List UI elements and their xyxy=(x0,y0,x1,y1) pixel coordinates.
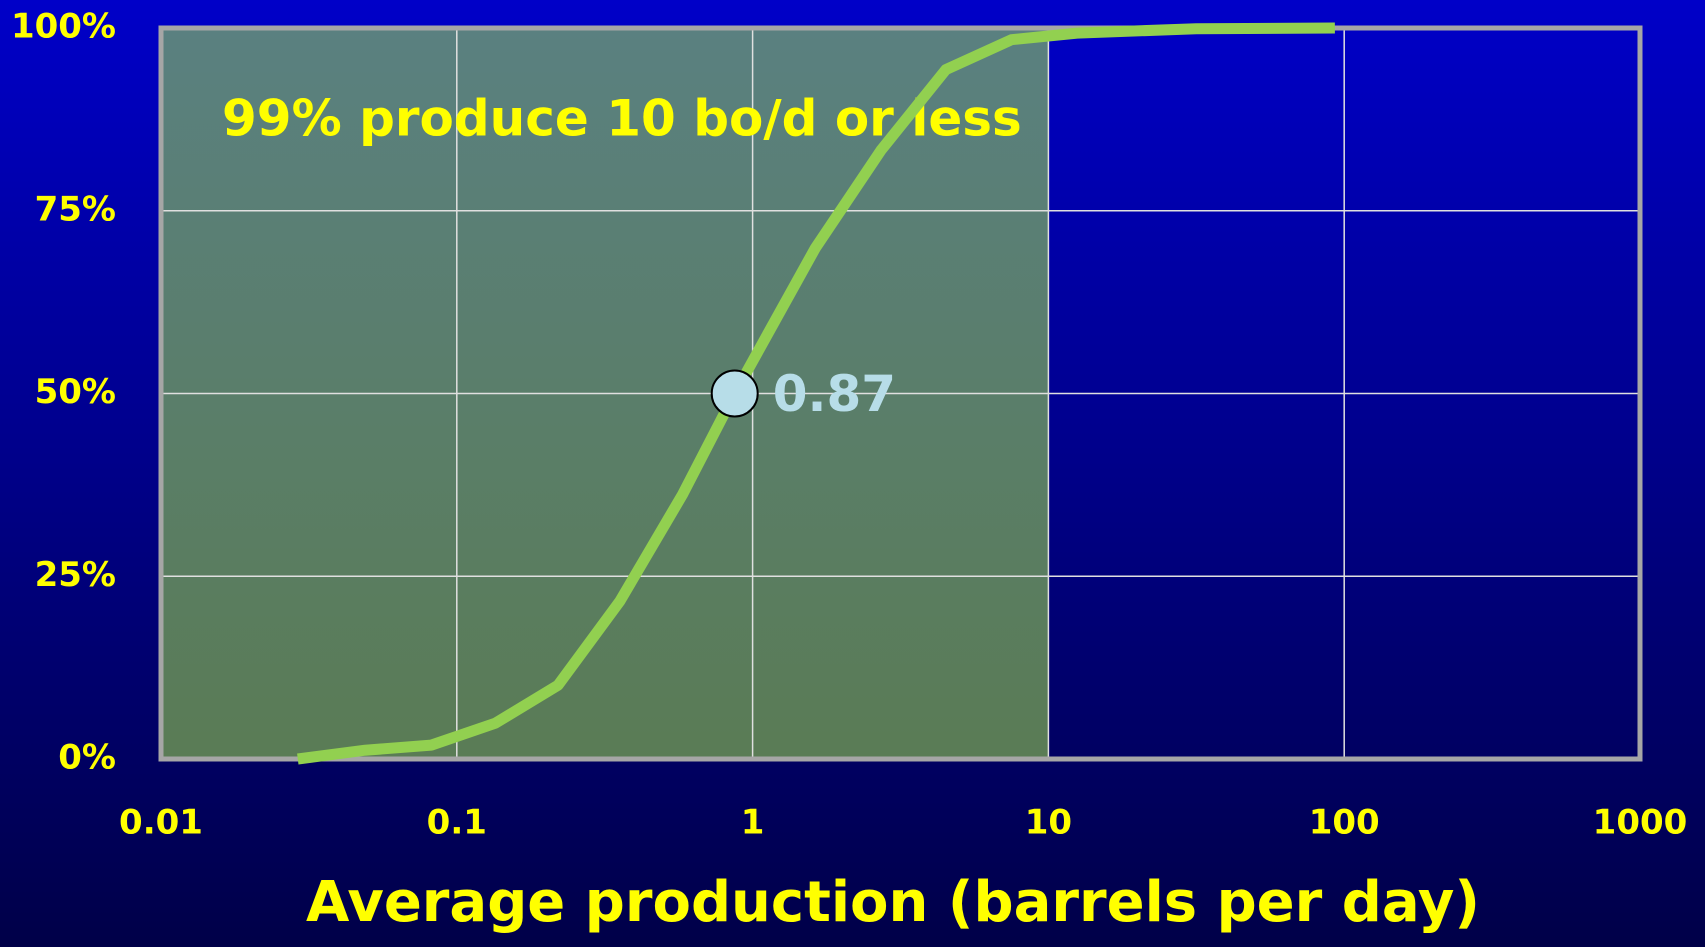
marker-label: 0.87 xyxy=(773,365,896,423)
x-tick-label: 100 xyxy=(1309,803,1380,843)
plot-border xyxy=(158,25,1643,762)
y-tick-label: 0% xyxy=(58,738,116,778)
y-tick-label: 50% xyxy=(35,372,116,412)
marker xyxy=(710,369,759,418)
x-tick-label: 0.1 xyxy=(427,803,487,843)
y-tick-label: 25% xyxy=(35,555,116,595)
x-tick-label: 1000 xyxy=(1593,803,1688,843)
x-tick-label: 1 xyxy=(741,803,765,843)
x-axis-title: Average production (barrels per day) xyxy=(306,870,1480,935)
y-tick-label: 100% xyxy=(11,7,116,47)
x-tick-label: 10 xyxy=(1025,803,1072,843)
y-tick-label: 75% xyxy=(35,189,116,229)
x-tick-label: 0.01 xyxy=(119,803,203,843)
